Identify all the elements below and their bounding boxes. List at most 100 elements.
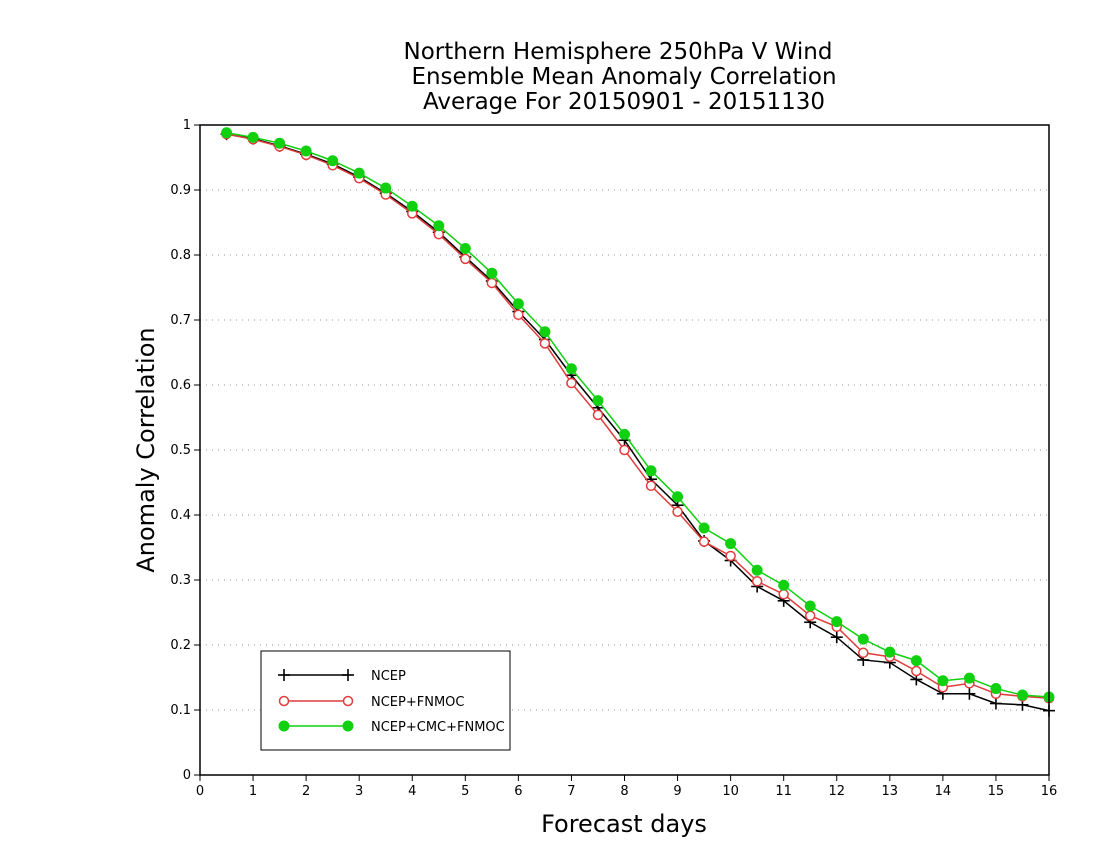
- data-point: [247, 131, 259, 143]
- data-point: [327, 155, 339, 167]
- data-series: [220, 127, 1055, 717]
- x-tick-label: 9: [673, 784, 681, 799]
- data-point: [353, 167, 365, 179]
- data-point: [486, 277, 498, 289]
- data-point: [486, 267, 498, 279]
- data-point: [672, 506, 683, 517]
- legend-marker: [278, 669, 290, 681]
- data-point: [725, 538, 737, 550]
- y-tick-label: 0.2: [170, 638, 191, 653]
- series-ncep: [220, 128, 1055, 717]
- data-point: [911, 665, 922, 677]
- x-tick-label: 12: [828, 784, 845, 799]
- x-axis-label: Forecast days: [541, 810, 707, 838]
- data-point: [380, 182, 392, 194]
- data-point: [698, 522, 710, 534]
- x-tick-label: 2: [302, 784, 310, 799]
- data-point: [433, 220, 445, 232]
- data-point: [989, 697, 1002, 710]
- x-tick-label: 8: [620, 784, 628, 799]
- data-point: [565, 363, 577, 375]
- legend-label: NCEP+CMC+FNMOC: [371, 720, 505, 735]
- legend-entry: NCEP+FNMOC: [278, 695, 464, 710]
- legend-marker: [342, 669, 354, 681]
- y-tick-label: 0.9: [170, 183, 191, 198]
- data-point: [751, 564, 763, 576]
- y-tick-label: 0.4: [170, 508, 191, 523]
- data-point: [459, 243, 471, 254]
- y-tick-label: 0.6: [170, 378, 191, 393]
- data-point: [460, 253, 471, 265]
- x-tick-label: 6: [514, 784, 522, 799]
- data-point: [592, 395, 604, 407]
- data-point: [857, 633, 869, 645]
- series-line: [226, 133, 1050, 700]
- legend-entry: NCEP: [278, 669, 406, 684]
- x-tick-label: 4: [408, 784, 416, 799]
- x-tick-label: 0: [196, 784, 204, 799]
- data-point: [830, 631, 843, 644]
- legend-marker: [278, 720, 290, 732]
- chart-title-line-1: Northern Hemisphere 250hPa V Wind: [404, 39, 833, 65]
- x-tick-label: 5: [461, 784, 469, 799]
- data-point: [619, 428, 630, 440]
- x-tick-label: 10: [722, 784, 739, 799]
- legend-entry: NCEP+CMC+FNMOC: [278, 720, 505, 735]
- series-ncep-fnmoc: [221, 128, 1055, 704]
- legend: NCEP NCEP+FNMOC NCEP+CMC+FNMOC: [260, 650, 511, 751]
- x-tick-label: 15: [988, 784, 1005, 799]
- legend-label: NCEP+FNMOC: [371, 695, 464, 710]
- legend-marker: [278, 695, 290, 707]
- x-tick-label: 13: [882, 784, 899, 799]
- data-point: [592, 409, 604, 421]
- plot-area-frame: [199, 124, 1050, 776]
- data-point: [937, 675, 949, 687]
- data-point: [221, 127, 233, 139]
- data-point: [512, 298, 524, 310]
- data-point: [406, 200, 418, 212]
- data-point: [804, 600, 816, 612]
- data-point: [884, 646, 896, 658]
- data-point: [990, 683, 1002, 695]
- data-point: [725, 550, 736, 562]
- chart-title-line-2: Ensemble Mean Anomaly Correlation: [411, 64, 836, 90]
- y-tick-label: 0.8: [170, 248, 191, 263]
- y-tick-label: 0.3: [170, 573, 191, 588]
- chart-title-line-3: Average For 20150901 - 20151130: [423, 89, 825, 115]
- series-ncep-cmc-fnmoc: [221, 127, 1055, 703]
- data-point: [645, 465, 657, 477]
- data-point: [274, 137, 286, 149]
- data-point: [778, 579, 790, 591]
- x-tick-label: 16: [1041, 784, 1058, 799]
- data-point: [963, 687, 976, 700]
- y-tick-label: 0.5: [170, 443, 191, 458]
- data-point: [751, 576, 763, 587]
- legend-marker: [342, 695, 354, 707]
- data-point: [539, 338, 551, 349]
- data-point: [963, 672, 975, 684]
- data-point: [778, 589, 789, 600]
- series-line: [226, 132, 1050, 698]
- data-point: [1016, 689, 1028, 701]
- data-point: [804, 610, 816, 621]
- data-point: [539, 326, 551, 338]
- data-point: [698, 536, 710, 547]
- y-tick-label: 1: [183, 118, 191, 133]
- x-tick-label: 11: [775, 784, 792, 799]
- x-tick-label: 3: [355, 784, 363, 799]
- data-point: [672, 491, 684, 503]
- data-point: [645, 480, 657, 491]
- data-point: [858, 647, 869, 659]
- data-point: [566, 377, 577, 389]
- y-axis-label: Anomaly Correlation: [132, 327, 160, 572]
- data-point: [910, 655, 922, 667]
- data-point: [619, 444, 630, 456]
- y-tick-label: 0: [183, 768, 191, 783]
- data-point: [513, 309, 524, 321]
- data-point: [300, 145, 312, 157]
- legend-label: NCEP: [371, 669, 406, 684]
- x-tick-label: 7: [567, 784, 575, 799]
- series-line: [226, 133, 1050, 712]
